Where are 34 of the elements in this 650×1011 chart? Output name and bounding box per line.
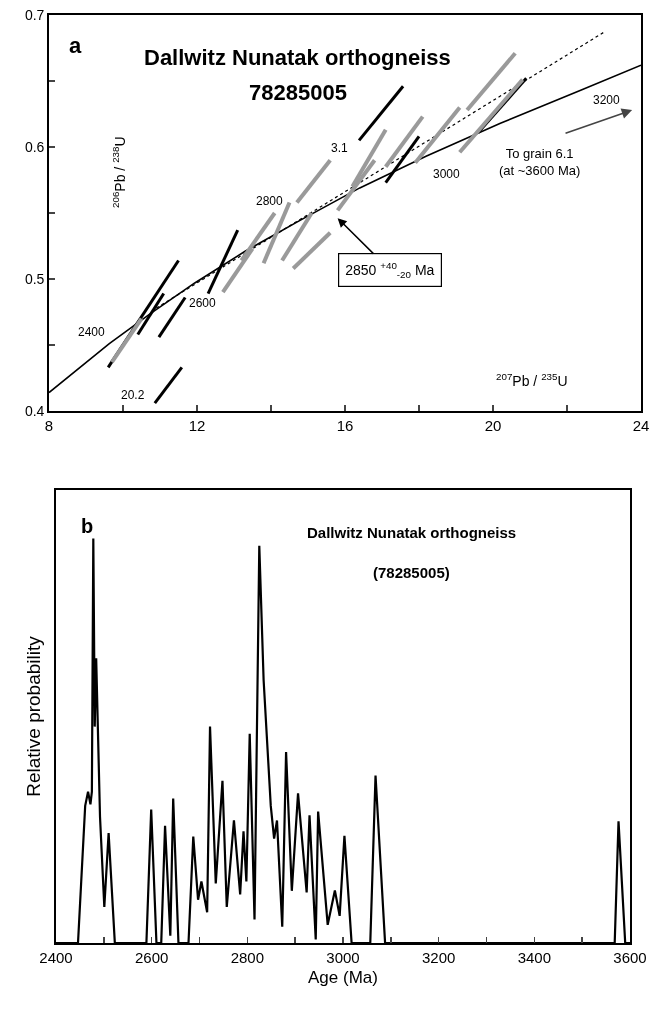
x-tick-label: 16: [336, 416, 354, 434]
x-tick-label: 3000: [326, 948, 360, 966]
x-tick-label: 3400: [517, 948, 552, 966]
y-tick-label: 0.7: [24, 6, 45, 23]
x-tick-label: 3200: [421, 948, 456, 966]
x-tick-label: 2800: [230, 948, 265, 966]
x-tick-label: 24: [632, 416, 650, 434]
annotation: To grain 6.1 (at ~3600 Ma): [499, 146, 581, 178]
y-axis-title: Relative probability: [23, 635, 45, 797]
x-axis-title: Age (Ma): [308, 967, 378, 987]
text: 78285005: [249, 80, 347, 105]
y-tick-label: 0.4: [24, 402, 45, 419]
x-tick-label: 3600: [613, 948, 647, 966]
annotation: 2400: [78, 325, 106, 339]
y-tick-label: 0.6: [24, 138, 45, 155]
annotation: 2800: [256, 194, 284, 208]
annotation: a: [69, 33, 82, 58]
text: Dallwitz Nunatak orthogneiss: [144, 45, 451, 70]
x-tick-label: 2600: [134, 948, 169, 966]
chart-title: Dallwitz Nunatak orthogneiss: [307, 524, 517, 541]
x-tick-label: 20: [484, 416, 502, 434]
x-axis-title: $^{207}$Pb / $^{235}$U: [496, 371, 568, 389]
text: (78285005): [373, 564, 450, 581]
annotation: 2600: [189, 296, 217, 310]
annotation: 3000: [433, 167, 461, 181]
annotation: 2850 $^{+40}$$_{-20}$ Ma: [345, 260, 435, 281]
text: b: [81, 515, 94, 537]
y-tick-label: 0.5: [24, 270, 45, 287]
x-tick-label: 8: [44, 416, 54, 434]
annotation: 3200: [593, 93, 621, 107]
x-tick-label: 2400: [39, 948, 73, 966]
annotation: 3.1: [331, 141, 349, 155]
x-tick-label: 12: [188, 416, 206, 434]
annotation: 20.2: [121, 388, 145, 402]
